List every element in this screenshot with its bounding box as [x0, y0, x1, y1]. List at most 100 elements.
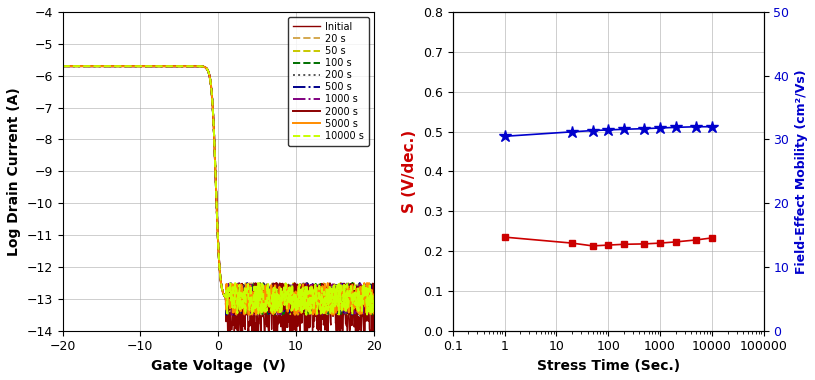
- 10000 s: [246, 294, 256, 298]
- 5000 s: [326, 298, 336, 302]
- 100 s: [325, 294, 335, 298]
- Initial: [256, 328, 266, 333]
- 50 s: [326, 286, 336, 291]
- 100 s: [58, 64, 68, 68]
- 100 s: [293, 307, 303, 311]
- 100 s: [238, 309, 248, 314]
- 50 s: [294, 284, 304, 288]
- Initial: [247, 328, 257, 333]
- 2000 s: [368, 296, 378, 301]
- 2000 s: [58, 64, 68, 68]
- 20 s: [239, 295, 249, 299]
- 200 s: [368, 288, 378, 292]
- 50 s: [368, 294, 378, 298]
- 200 s: [58, 64, 68, 68]
- Line: 50 s: 50 s: [63, 66, 373, 315]
- 100 s: [246, 288, 256, 293]
- 5000 s: [290, 312, 300, 317]
- 5000 s: [256, 286, 266, 290]
- Line: 2000 s: 2000 s: [63, 66, 373, 315]
- 500 s: [58, 64, 68, 68]
- 1000 s: [325, 299, 335, 304]
- 500 s: [77, 64, 86, 68]
- 500 s: [239, 296, 249, 301]
- 200 s: [325, 310, 335, 315]
- 1000 s: [238, 286, 248, 291]
- 500 s: [247, 307, 257, 311]
- 10000 s: [256, 310, 266, 315]
- X-axis label: Stress Time (Sec.): Stress Time (Sec.): [537, 359, 680, 373]
- 50 s: [256, 310, 266, 315]
- 200 s: [293, 292, 303, 297]
- 1000 s: [293, 300, 303, 304]
- 2000 s: [77, 64, 86, 68]
- 200 s: [246, 308, 256, 313]
- 500 s: [229, 312, 239, 317]
- Y-axis label: Field-Effect Mobility (cm²/Vs): Field-Effect Mobility (cm²/Vs): [795, 69, 808, 274]
- X-axis label: Gate Voltage  (V): Gate Voltage (V): [151, 359, 285, 373]
- 200 s: [256, 295, 266, 300]
- 100 s: [256, 299, 266, 304]
- Line: 500 s: 500 s: [63, 66, 373, 315]
- 500 s: [256, 288, 266, 293]
- 10000 s: [368, 294, 378, 299]
- Line: 100 s: 100 s: [63, 66, 373, 315]
- 5000 s: [294, 301, 304, 306]
- 200 s: [363, 312, 373, 317]
- 20 s: [77, 64, 86, 68]
- 10000 s: [326, 312, 336, 317]
- 50 s: [58, 64, 68, 68]
- 50 s: [77, 64, 86, 68]
- 100 s: [333, 312, 342, 317]
- 1000 s: [347, 313, 357, 317]
- 1000 s: [77, 64, 86, 68]
- Initial: [326, 323, 336, 327]
- 20 s: [256, 312, 266, 317]
- 10000 s: [302, 312, 311, 317]
- 2000 s: [246, 303, 256, 307]
- 200 s: [238, 286, 248, 291]
- 500 s: [368, 310, 378, 315]
- 20 s: [294, 299, 304, 303]
- 20 s: [247, 281, 257, 286]
- Initial: [239, 307, 249, 312]
- Line: Initial: Initial: [63, 66, 373, 331]
- 20 s: [326, 297, 336, 301]
- Initial: [294, 312, 304, 317]
- 50 s: [238, 299, 248, 304]
- Line: 10000 s: 10000 s: [63, 66, 373, 315]
- Line: 5000 s: 5000 s: [63, 66, 373, 315]
- 10000 s: [293, 286, 303, 291]
- Y-axis label: S (V/dec.): S (V/dec.): [403, 130, 417, 213]
- Initial: [368, 323, 378, 328]
- 1000 s: [246, 291, 256, 296]
- 20 s: [368, 287, 378, 292]
- Line: 20 s: 20 s: [63, 66, 373, 315]
- 1000 s: [256, 289, 266, 294]
- 2000 s: [315, 313, 325, 317]
- 100 s: [77, 64, 86, 68]
- 2000 s: [293, 287, 303, 292]
- 2000 s: [238, 288, 248, 293]
- Initial: [77, 64, 86, 68]
- 5000 s: [246, 299, 256, 303]
- 5000 s: [58, 64, 68, 68]
- 10000 s: [77, 64, 86, 68]
- 20 s: [58, 64, 68, 68]
- 1000 s: [58, 64, 68, 68]
- 50 s: [247, 301, 257, 306]
- 2000 s: [326, 300, 336, 305]
- Line: 1000 s: 1000 s: [63, 66, 373, 315]
- 5000 s: [368, 312, 378, 317]
- 200 s: [77, 64, 86, 68]
- 2000 s: [256, 292, 266, 297]
- 10000 s: [238, 307, 248, 311]
- 500 s: [294, 291, 304, 296]
- Line: 200 s: 200 s: [63, 66, 373, 315]
- 100 s: [368, 283, 378, 288]
- 1000 s: [368, 291, 378, 296]
- 500 s: [326, 302, 336, 307]
- Initial: [223, 328, 233, 333]
- 20 s: [231, 312, 241, 317]
- 5000 s: [238, 290, 248, 295]
